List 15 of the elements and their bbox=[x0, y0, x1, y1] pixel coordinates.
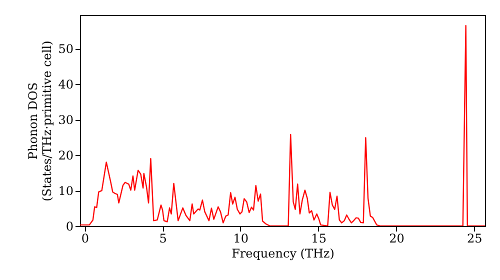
x-tick-label: 10 bbox=[233, 232, 249, 246]
y-axis-title: Phonon DOS (States/THz·primitive cell) bbox=[26, 40, 54, 202]
y-tick-label: 30 bbox=[58, 113, 74, 128]
y-tick-label: 20 bbox=[58, 148, 74, 163]
y-tick-label: 40 bbox=[58, 78, 74, 92]
x-tick-label: 25 bbox=[466, 232, 482, 246]
y-tick-label: 10 bbox=[58, 184, 74, 198]
x-tick-label: 20 bbox=[389, 232, 404, 246]
x-tick-label: 0 bbox=[81, 232, 89, 246]
y-tick-label: 0 bbox=[66, 220, 74, 234]
line-series bbox=[80, 25, 485, 226]
x-axis-title: Frequency (THz) bbox=[232, 246, 334, 260]
y-tick-label: 50 bbox=[58, 42, 74, 56]
x-tick-label: 15 bbox=[311, 232, 326, 246]
x-tick-label: 5 bbox=[159, 232, 167, 246]
